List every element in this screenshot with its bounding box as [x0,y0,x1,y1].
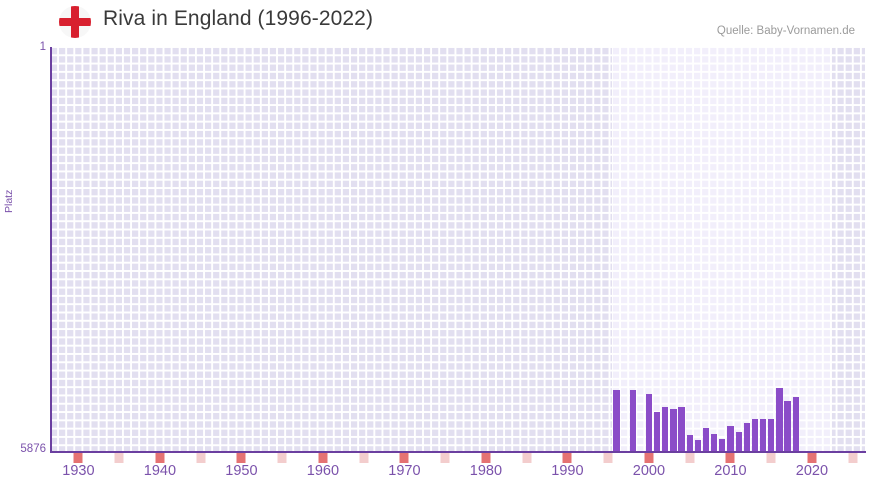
half-decade-tick-marker [603,453,613,463]
x-axis-tick-label: 1990 [551,463,584,479]
y-axis-bottom-tick-label: 5876 [20,443,46,455]
x-axis-tick-label: 1970 [388,463,421,479]
chart-bar [678,407,685,452]
chart-bar [686,435,693,452]
page-title: Riva in England (1996-2022) [103,7,374,30]
half-decade-tick-marker [277,453,287,463]
y-axis-title: Platz [3,189,15,213]
chart-bar [719,439,726,452]
x-axis-tick-label: 1960 [306,463,340,479]
chart-bar [662,407,669,452]
half-decade-tick-marker [766,453,776,463]
decade-tick-marker [644,453,654,463]
half-decade-tick-marker [848,453,858,463]
half-decade-tick-marker [440,453,450,463]
decade-tick-marker [155,453,165,463]
chart-bar [702,428,710,452]
half-decade-tick-marker [522,453,532,463]
chart-bar [613,390,620,452]
chart-bar [645,394,653,452]
chart-bar [743,423,750,452]
decade-tick-marker [481,453,491,463]
x-axis-line [50,451,866,453]
chart-bar [694,440,702,452]
chart-bar [654,412,661,452]
half-decade-tick-marker [685,453,695,463]
decade-tick-marker [399,453,409,463]
decade-tick-marker [236,453,246,463]
half-decade-tick-marker [359,453,369,463]
x-axis-tick-label: 1940 [143,463,177,479]
england-flag-icon [59,6,91,38]
half-decade-tick-marker [196,453,206,463]
x-axis-tick-label: 2010 [714,463,747,479]
chart-bar [776,388,783,452]
source-attribution: Quelle: Baby-Vornamen.de [716,25,855,37]
decade-tick-marker [807,453,817,463]
chart-data-range-band [612,47,833,452]
chart-bar [727,426,734,452]
chart-bar [784,401,791,452]
flag-cross-vertical [71,6,79,38]
decade-tick-marker [318,453,328,463]
chart-bar [792,397,799,452]
x-axis-tick-label: 1980 [469,463,503,479]
x-axis-tick-label: 1950 [225,463,258,479]
chart-bar [670,409,677,452]
x-axis-tick-label: 1930 [62,463,95,479]
decade-tick-marker [73,453,83,463]
decade-tick-marker [725,453,735,463]
chart-bar [629,390,636,452]
chart-bar [751,419,759,452]
x-axis-tick-label: 2000 [632,463,666,479]
chart-header: Riva in England (1996-2022) Quelle: Baby… [0,0,873,44]
chart-plot-area [50,47,865,452]
chart-bar [711,434,718,452]
chart-bar [735,432,742,452]
chart-bar [759,419,767,452]
decade-tick-marker [562,453,572,463]
y-axis-line [50,47,52,453]
chart-bar [768,419,775,452]
x-axis-tick-label: 2020 [795,463,829,479]
y-axis-top-tick-label: 1 [39,41,46,53]
half-decade-tick-marker [114,453,124,463]
